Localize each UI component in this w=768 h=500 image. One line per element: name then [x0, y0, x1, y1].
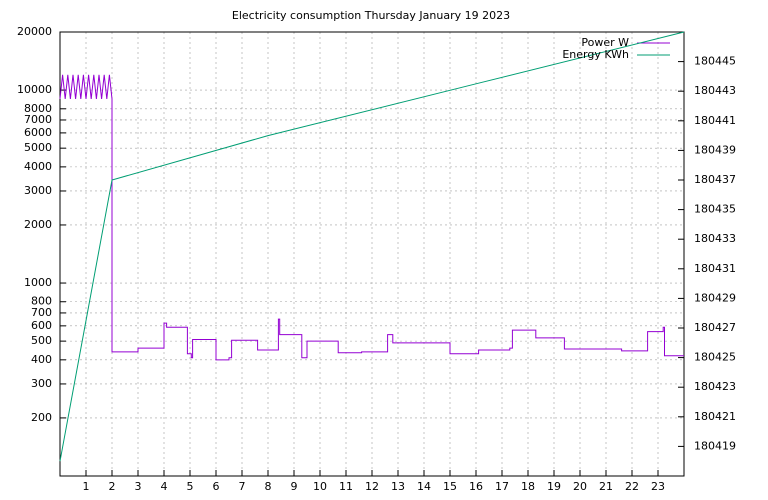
y-tick-label: 700 — [31, 306, 52, 319]
x-tick-label: 1 — [83, 480, 90, 493]
y2-tick-label: 180441 — [694, 114, 736, 127]
x-tick-label: 2 — [109, 480, 116, 493]
y-tick-label: 5000 — [24, 141, 52, 154]
y-tick-label: 200 — [31, 411, 52, 424]
x-tick-label: 16 — [469, 480, 483, 493]
x-tick-label: 6 — [213, 480, 220, 493]
y2-tick-label: 180437 — [694, 173, 736, 186]
y2-tick-label: 180431 — [694, 262, 736, 275]
x-tick-label: 12 — [365, 480, 379, 493]
y2-tick-label: 180423 — [694, 380, 736, 393]
y-tick-label: 6000 — [24, 126, 52, 139]
x-tick-label: 7 — [239, 480, 246, 493]
y-tick-label: 3000 — [24, 184, 52, 197]
x-tick-label: 13 — [391, 480, 405, 493]
y-tick-label: 10000 — [17, 83, 52, 96]
x-tick-label: 18 — [521, 480, 535, 493]
y-tick-label: 1000 — [24, 276, 52, 289]
y2-tick-label: 180433 — [694, 232, 736, 245]
y2-tick-label: 180445 — [694, 55, 736, 68]
x-tick-label: 20 — [573, 480, 587, 493]
y-tick-label: 400 — [31, 353, 52, 366]
y-tick-label: 500 — [31, 334, 52, 347]
x-tick-label: 5 — [187, 480, 194, 493]
y-tick-label: 20000 — [17, 25, 52, 38]
legend-label: Energy KWh — [562, 48, 629, 61]
y-tick-label: 8000 — [24, 102, 52, 115]
y-tick-label: 4000 — [24, 160, 52, 173]
y-tick-label: 7000 — [24, 113, 52, 126]
y2-tick-label: 180421 — [694, 410, 736, 423]
x-tick-label: 8 — [265, 480, 272, 493]
x-tick-label: 15 — [443, 480, 457, 493]
y-tick-label: 800 — [31, 295, 52, 308]
x-tick-label: 4 — [161, 480, 168, 493]
y2-tick-label: 180425 — [694, 351, 736, 364]
chart-title: Electricity consumption Thursday January… — [232, 9, 510, 22]
y2-tick-label: 180427 — [694, 321, 736, 334]
y-tick-label: 300 — [31, 377, 52, 390]
plot-border — [59, 31, 685, 477]
x-tick-label: 21 — [599, 480, 613, 493]
y-tick-label: 600 — [31, 319, 52, 332]
series-line — [59, 31, 685, 462]
legend-label: Power W — [581, 36, 629, 49]
y2-tick-label: 180419 — [694, 439, 736, 452]
y2-tick-label: 180439 — [694, 143, 736, 156]
x-tick-label: 14 — [417, 480, 431, 493]
x-tick-label: 3 — [135, 480, 142, 493]
x-tick-label: 11 — [339, 480, 353, 493]
x-tick-label: 17 — [495, 480, 509, 493]
series-line — [59, 74, 684, 361]
y2-tick-label: 180429 — [694, 291, 736, 304]
y2-tick-label: 180435 — [694, 203, 736, 216]
y2-tick-label: 180443 — [694, 84, 736, 97]
x-tick-label: 10 — [313, 480, 327, 493]
y-tick-label: 2000 — [24, 218, 52, 231]
x-tick-label: 9 — [291, 480, 298, 493]
x-tick-label: 23 — [651, 480, 665, 493]
x-tick-label: 19 — [547, 480, 561, 493]
x-tick-label: 22 — [625, 480, 639, 493]
